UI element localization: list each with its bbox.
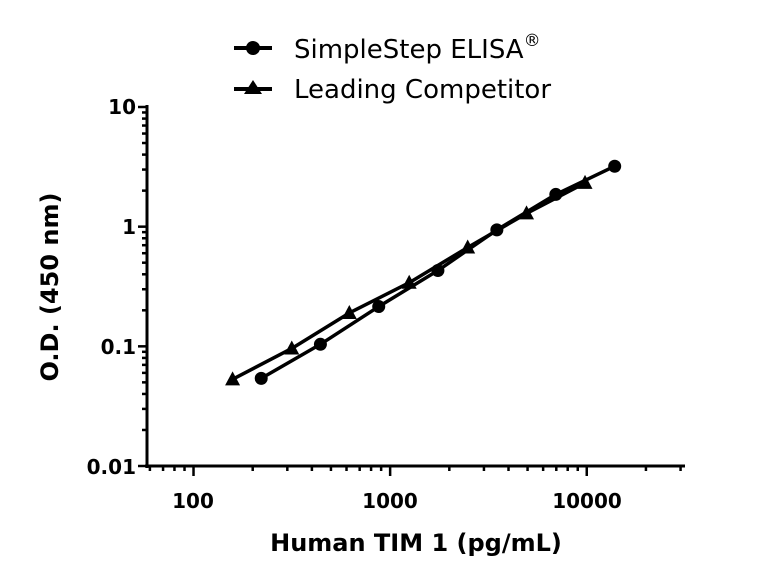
circle-marker-icon — [313, 337, 327, 351]
legend: SimpleStep ELISA® Leading Competitor — [234, 31, 551, 105]
circle-marker-icon — [608, 159, 622, 173]
triangle-marker-icon — [284, 340, 300, 355]
y-tick-label: 10 — [108, 95, 136, 119]
legend-label-competitor: Leading Competitor — [294, 75, 551, 105]
legend-item-simplestep: SimpleStep ELISA® — [234, 31, 541, 65]
triangle-marker-icon — [401, 274, 417, 289]
triangle-marker-icon — [519, 205, 535, 220]
plot-area — [225, 159, 622, 386]
y-tick-label: 1 — [122, 215, 136, 239]
x-axis — [145, 464, 685, 476]
circle-marker-icon — [372, 300, 386, 314]
triangle-marker-icon — [341, 304, 357, 319]
circle-marker-icon — [254, 371, 268, 385]
y-tick-label: 0.1 — [101, 335, 136, 359]
y-axis-title: O.D. (450 nm) — [36, 193, 64, 382]
triangle-marker-icon — [577, 174, 593, 189]
x-tick-label: 10000 — [552, 489, 622, 513]
legend-label-simplestep: SimpleStep ELISA® — [294, 31, 541, 65]
x-tick-label: 100 — [172, 489, 214, 513]
y-tick-label: 0.01 — [87, 455, 136, 479]
circle-marker-icon — [246, 41, 260, 55]
x-tick-label: 1000 — [362, 489, 418, 513]
y-axis — [138, 105, 149, 468]
x-axis-title: Human TIM 1 (pg/mL) — [270, 529, 562, 557]
legend-item-competitor: Leading Competitor — [234, 75, 551, 105]
triangle-marker-icon — [460, 239, 476, 254]
triangle-marker-icon — [225, 371, 241, 386]
triangle-marker-icon — [244, 80, 262, 94]
